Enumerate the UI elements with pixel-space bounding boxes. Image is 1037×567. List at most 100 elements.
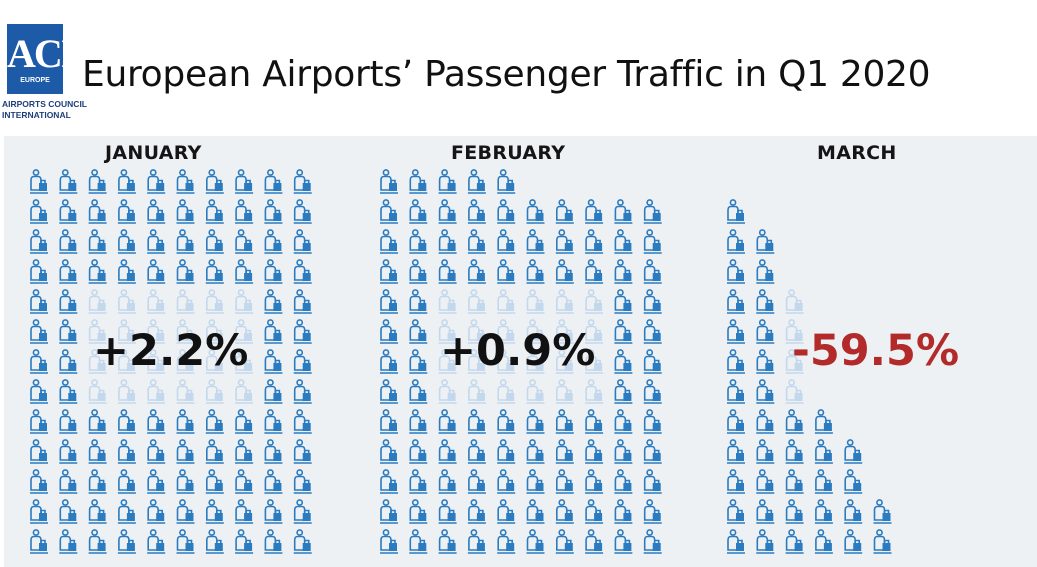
passenger-icon xyxy=(176,529,195,554)
passenger-icon xyxy=(147,259,166,284)
passenger-icon xyxy=(873,529,892,554)
passenger-icon xyxy=(555,349,574,374)
passenger-icon xyxy=(293,289,312,314)
page-title: European Airports’ Passenger Traffic in … xyxy=(82,54,931,95)
passenger-icon xyxy=(497,409,516,434)
passenger-icon xyxy=(526,349,545,374)
passenger-icon xyxy=(176,229,195,254)
passenger-icon xyxy=(467,469,486,494)
passenger-icon xyxy=(585,259,604,284)
passenger-icon xyxy=(727,349,745,374)
passenger-icon xyxy=(30,319,48,344)
passenger-icon xyxy=(614,259,633,284)
passenger-icon xyxy=(438,379,457,404)
passenger-icon xyxy=(727,319,745,344)
passenger-icon xyxy=(438,409,457,434)
passenger-icon xyxy=(147,409,166,434)
passenger-icon xyxy=(409,529,428,554)
passenger-icon xyxy=(147,469,166,494)
passenger-icon xyxy=(117,289,136,314)
passenger-icon xyxy=(117,499,136,524)
passenger-icon xyxy=(293,379,312,404)
passenger-icon xyxy=(467,319,486,344)
passenger-icon xyxy=(264,499,283,524)
passenger-icon xyxy=(814,409,833,434)
passenger-icon xyxy=(497,289,516,314)
passenger-icon xyxy=(844,439,863,464)
passenger-icon xyxy=(756,469,775,494)
passenger-icon xyxy=(380,229,398,254)
passenger-icon xyxy=(526,319,545,344)
passenger-icon xyxy=(88,349,107,374)
passenger-icon xyxy=(585,499,604,524)
passenger-icon xyxy=(205,229,224,254)
passenger-icon xyxy=(235,289,254,314)
passenger-icon xyxy=(380,469,398,494)
passenger-icon xyxy=(409,229,428,254)
passenger-icon xyxy=(555,529,574,554)
passenger-icon xyxy=(756,439,775,464)
passenger-icon xyxy=(88,319,107,344)
passenger-icon xyxy=(59,409,78,434)
passenger-icon xyxy=(438,439,457,464)
passenger-icon xyxy=(785,379,804,404)
passenger-icon xyxy=(438,199,457,224)
passenger-icon xyxy=(30,169,48,194)
passenger-icon xyxy=(467,169,486,194)
passenger-icon xyxy=(585,229,604,254)
passenger-icon xyxy=(30,499,48,524)
passenger-icon xyxy=(756,409,775,434)
passenger-icon xyxy=(147,379,166,404)
passenger-icon xyxy=(614,379,633,404)
passenger-icon xyxy=(30,379,48,404)
passenger-icon xyxy=(814,439,833,464)
passenger-icon xyxy=(526,379,545,404)
passenger-icon xyxy=(59,169,78,194)
passenger-icon xyxy=(117,259,136,284)
passenger-icon xyxy=(497,199,516,224)
passenger-icon xyxy=(727,199,745,224)
passenger-icon xyxy=(643,289,662,314)
aci-logo-line1: AIRPORTS COUNCIL xyxy=(2,99,87,109)
passenger-icon xyxy=(88,259,107,284)
passenger-icon xyxy=(467,349,486,374)
passenger-icon xyxy=(526,409,545,434)
passenger-icon xyxy=(59,259,78,284)
passenger-icon xyxy=(727,229,745,254)
passenger-icon xyxy=(497,469,516,494)
passenger-icon xyxy=(176,379,195,404)
passenger-icon xyxy=(293,259,312,284)
passenger-icon xyxy=(205,169,224,194)
passenger-icon xyxy=(409,439,428,464)
month-label-january: JANUARY xyxy=(105,142,202,164)
passenger-icon xyxy=(117,529,136,554)
passenger-icon xyxy=(264,319,283,344)
passenger-icon xyxy=(205,319,224,344)
passenger-icon xyxy=(785,319,804,344)
passenger-icon xyxy=(88,229,107,254)
passenger-icon xyxy=(176,289,195,314)
passenger-icon xyxy=(785,439,804,464)
passenger-icon xyxy=(293,349,312,374)
passenger-icon xyxy=(205,289,224,314)
passenger-icon xyxy=(756,289,775,314)
passenger-icon xyxy=(438,499,457,524)
passenger-icon xyxy=(264,289,283,314)
passenger-icon xyxy=(293,229,312,254)
passenger-icon xyxy=(30,529,48,554)
passenger-icon xyxy=(643,529,662,554)
passenger-icon xyxy=(438,229,457,254)
passenger-icon xyxy=(147,529,166,554)
month-label-march: MARCH xyxy=(817,142,897,164)
passenger-icon xyxy=(380,199,398,224)
passenger-icon xyxy=(727,259,745,284)
passenger-icon xyxy=(147,289,166,314)
passenger-icon xyxy=(467,259,486,284)
passenger-icon xyxy=(117,439,136,464)
passenger-icon xyxy=(585,409,604,434)
passenger-icon xyxy=(205,409,224,434)
passenger-icon xyxy=(814,469,833,494)
passenger-icon xyxy=(555,259,574,284)
passenger-icon xyxy=(643,379,662,404)
passenger-icon xyxy=(205,259,224,284)
